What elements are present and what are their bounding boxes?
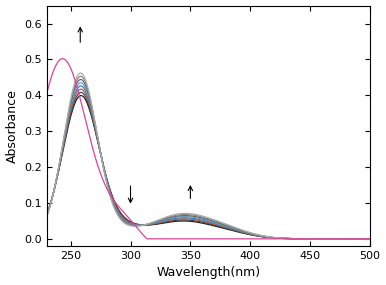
Y-axis label: Absorbance: Absorbance <box>5 89 19 163</box>
X-axis label: Wavelength(nm): Wavelength(nm) <box>156 266 261 280</box>
